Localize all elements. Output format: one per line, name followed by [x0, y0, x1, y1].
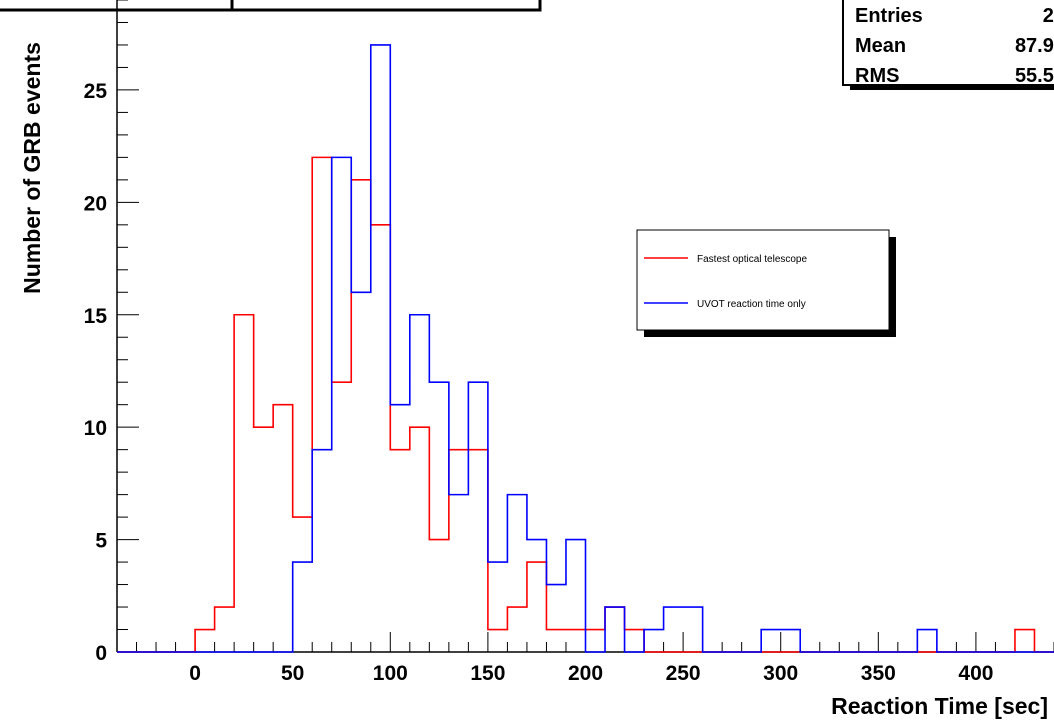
stats-label-rms: RMS: [855, 65, 899, 87]
stats-label-mean: Mean: [855, 35, 906, 57]
x-tick-label: 400: [958, 662, 993, 685]
x-tick-label: 0: [189, 662, 201, 685]
series-layer: [117, 44, 1054, 653]
x-tick-label: 200: [568, 662, 603, 685]
stats-value-rms: 55.58: [1015, 65, 1054, 87]
y-tick-label: 10: [84, 417, 107, 440]
x-tick-label: 350: [861, 662, 896, 685]
y-tick-label: 5: [95, 530, 107, 553]
y-tick-label: 25: [84, 80, 108, 103]
y-tick-label: 0: [95, 642, 107, 665]
y-tick-label: 15: [84, 305, 108, 328]
stats-label-entries: Entries: [855, 5, 923, 27]
stats-box: Entries 22 Mean 87.94 RMS 55.58: [842, 0, 1054, 90]
stats-value-entries: 22: [1043, 5, 1054, 27]
x-tick-label: 100: [373, 662, 408, 685]
x-tick-label: 150: [470, 662, 505, 685]
legend-label-uvot: UVOT reaction time only: [697, 299, 806, 310]
series-uvot: [117, 44, 1054, 653]
title-box: [0, 0, 542, 12]
x-tick-labels: 0 50 100 150 200 250 300 350 400: [189, 662, 993, 685]
legend-label-optical: Fastest optical telescope: [697, 254, 807, 265]
y-tick-label: 20: [84, 192, 107, 215]
y-axis-title: Number of GRB events: [19, 42, 45, 294]
x-tick-label: 250: [666, 662, 701, 685]
stats-value-mean: 87.94: [1015, 35, 1054, 57]
x-axis-title: Reaction Time [sec]: [831, 693, 1048, 719]
x-tick-label: 300: [763, 662, 798, 685]
legend: Fastest optical telescope UVOT reaction …: [636, 229, 896, 337]
y-tick-labels: 0 5 10 15 20 25: [84, 80, 108, 665]
x-tick-label: 50: [281, 662, 304, 685]
